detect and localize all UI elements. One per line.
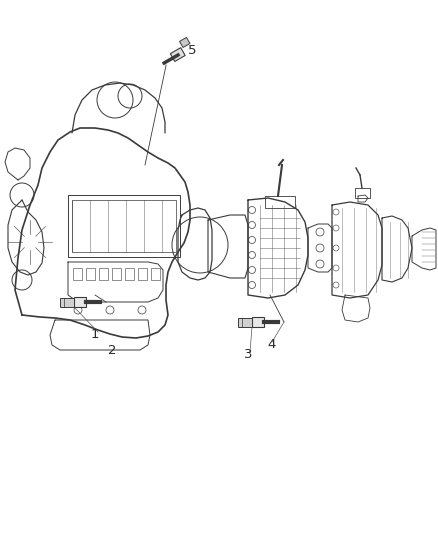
Bar [265, 196, 295, 208]
Text: 2: 2 [108, 343, 116, 357]
Bar [151, 268, 160, 280]
Bar [74, 297, 86, 307]
Text: 5: 5 [188, 44, 196, 56]
Bar [138, 268, 147, 280]
Bar [252, 317, 264, 327]
Bar [60, 297, 74, 306]
Bar [99, 268, 108, 280]
Bar [73, 268, 82, 280]
Bar [86, 268, 95, 280]
Bar [355, 188, 370, 198]
Text: 1: 1 [91, 328, 99, 342]
Bar [72, 200, 176, 252]
Bar [68, 195, 180, 257]
Bar [112, 268, 121, 280]
FancyBboxPatch shape [180, 37, 190, 47]
Bar [238, 318, 252, 327]
Bar [125, 268, 134, 280]
FancyBboxPatch shape [170, 47, 185, 61]
Text: 3: 3 [244, 349, 252, 361]
Text: 4: 4 [268, 338, 276, 351]
